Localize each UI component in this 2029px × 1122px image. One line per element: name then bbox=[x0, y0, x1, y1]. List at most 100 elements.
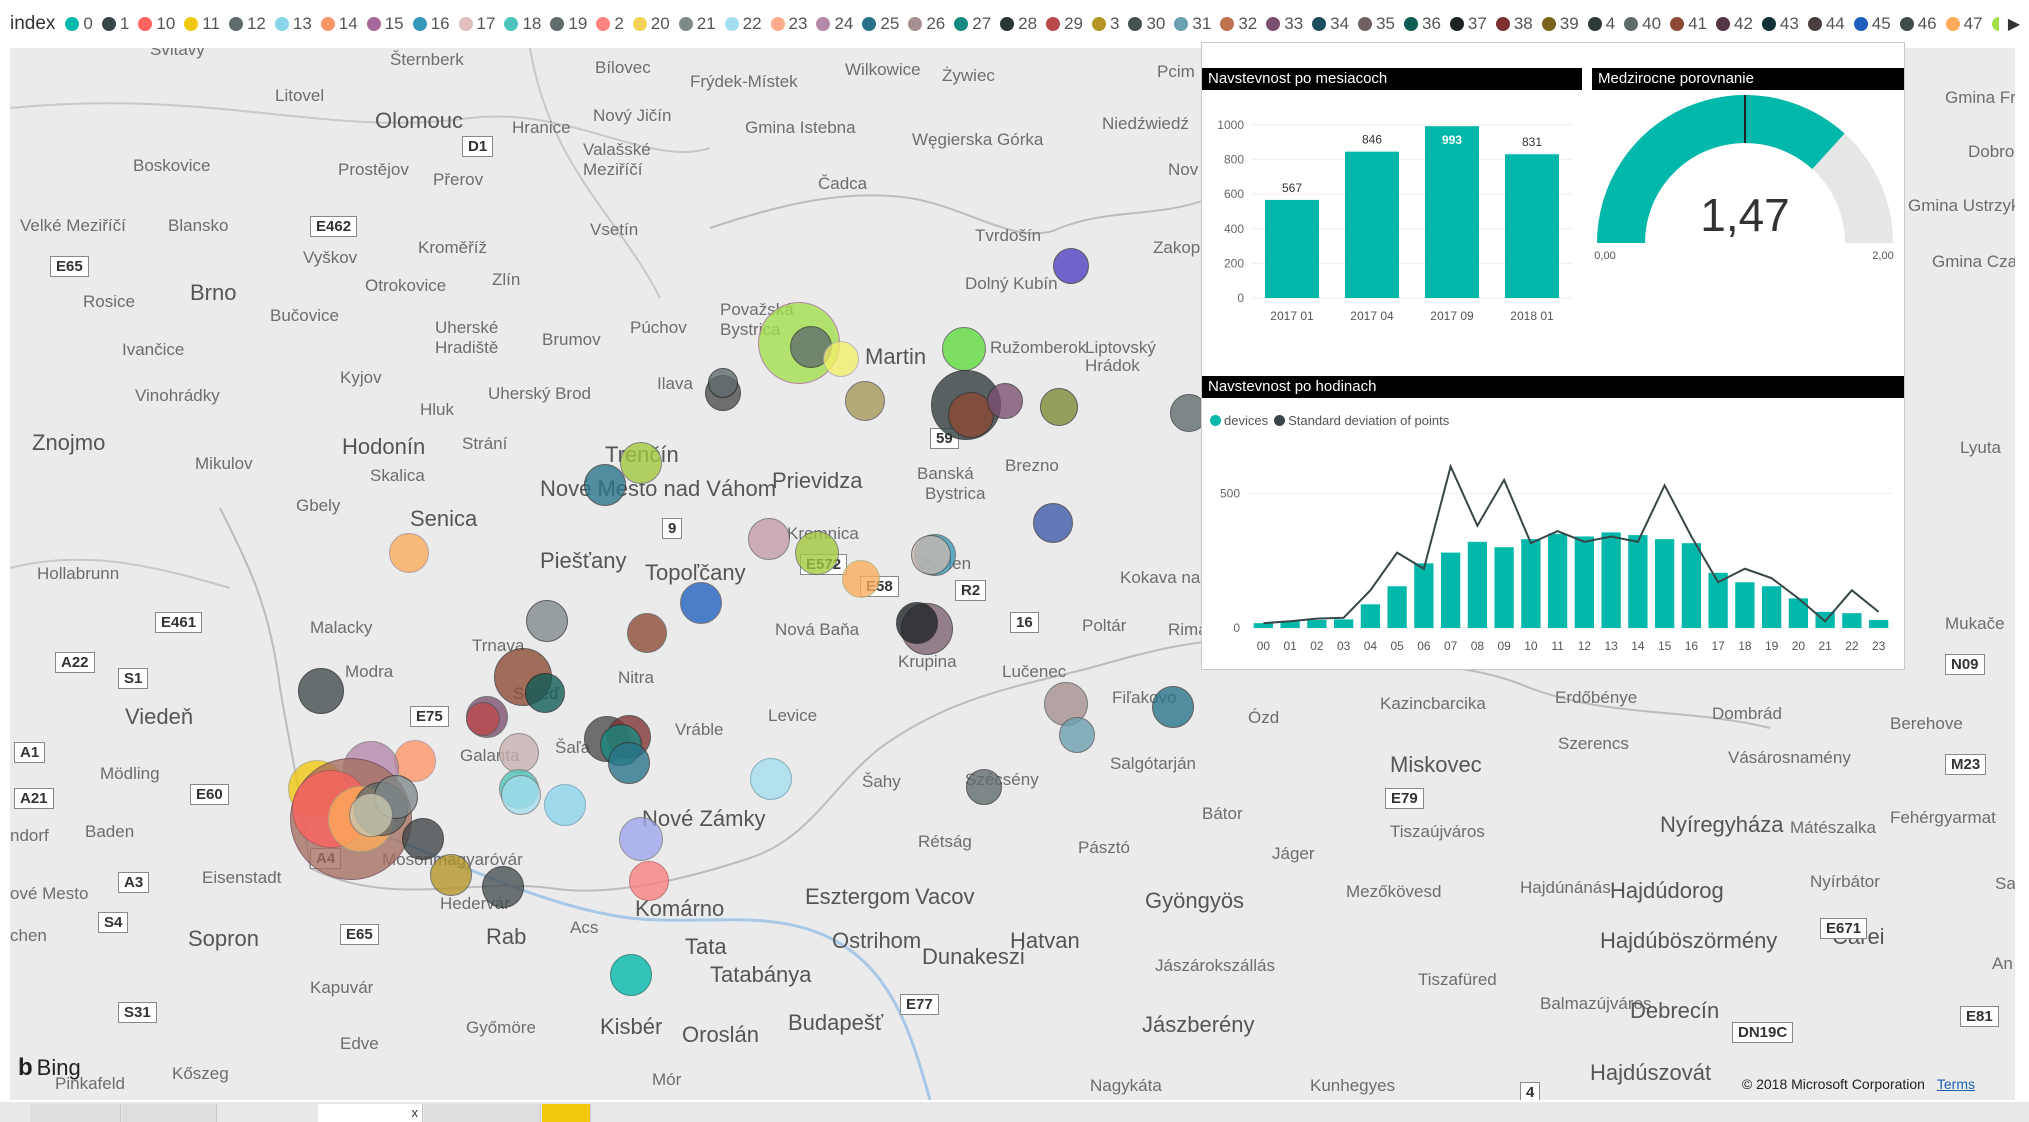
bar[interactable] bbox=[1547, 533, 1568, 628]
map-bubble[interactable] bbox=[610, 954, 652, 996]
legend-item[interactable]: 18 bbox=[504, 14, 541, 34]
legend-item[interactable]: 10 bbox=[138, 14, 175, 34]
bar[interactable] bbox=[1788, 598, 1809, 628]
map-bubble[interactable] bbox=[349, 793, 393, 837]
map-bubble[interactable] bbox=[748, 518, 790, 560]
bar[interactable] bbox=[1360, 604, 1381, 628]
legend-item[interactable]: 27 bbox=[954, 14, 991, 34]
map-bubble[interactable] bbox=[1040, 388, 1078, 426]
map-bubble[interactable] bbox=[1053, 248, 1089, 284]
bar[interactable] bbox=[1440, 552, 1461, 628]
bar[interactable] bbox=[1868, 619, 1889, 628]
legend-item[interactable]: 34 bbox=[1312, 14, 1349, 34]
monthly-bar-chart[interactable]: 0 200 400 600 800 1000 567 2017 01 846 2017 04 993… bbox=[1202, 93, 1582, 383]
legend-item[interactable]: 16 bbox=[412, 14, 450, 34]
legend-item[interactable]: 44 bbox=[1807, 14, 1845, 34]
legend-item[interactable]: 21 bbox=[678, 14, 716, 34]
legend-item[interactable]: 19 bbox=[550, 14, 587, 34]
legend-item[interactable]: 4 bbox=[1587, 14, 1615, 34]
map-bubble[interactable] bbox=[619, 817, 663, 861]
map-bubble[interactable] bbox=[526, 600, 568, 642]
map-bubble[interactable] bbox=[584, 464, 626, 506]
bar[interactable] bbox=[1494, 547, 1514, 628]
map-bubble[interactable] bbox=[795, 531, 839, 575]
std-deviation-line[interactable] bbox=[1263, 463, 1880, 625]
map-bubble[interactable] bbox=[620, 442, 662, 484]
tab-close-icon[interactable]: x bbox=[411, 1105, 419, 1120]
map-bubble[interactable] bbox=[544, 784, 586, 826]
map-bubble[interactable] bbox=[608, 742, 650, 784]
bar[interactable] bbox=[1628, 535, 1648, 628]
legend-item[interactable]: 47 bbox=[1945, 14, 1983, 34]
legend-item[interactable]: 14 bbox=[320, 14, 358, 34]
legend-item[interactable]: 35 bbox=[1358, 14, 1395, 34]
map-bubble[interactable] bbox=[1152, 686, 1194, 728]
bar[interactable] bbox=[1280, 621, 1300, 628]
bar[interactable] bbox=[1574, 536, 1595, 628]
map-bubble[interactable] bbox=[482, 866, 524, 908]
bar[interactable] bbox=[1601, 532, 1621, 628]
bar[interactable] bbox=[1253, 623, 1274, 628]
legend-item[interactable]: 3 bbox=[1092, 14, 1119, 34]
legend-item[interactable]: 13 bbox=[274, 14, 312, 34]
map-bubble[interactable] bbox=[845, 381, 885, 421]
legend-item[interactable]: 24 bbox=[816, 14, 853, 34]
bar[interactable] bbox=[1654, 539, 1675, 628]
bar[interactable] bbox=[1467, 541, 1488, 628]
legend-item[interactable]: 26 bbox=[908, 14, 945, 34]
bar[interactable] bbox=[1505, 154, 1559, 298]
legend-item[interactable]: 45 bbox=[1853, 14, 1891, 34]
legend-item[interactable]: 23 bbox=[770, 14, 807, 34]
bar[interactable] bbox=[1761, 586, 1782, 628]
legend-item[interactable]: 20 bbox=[632, 14, 670, 34]
map-bubble[interactable] bbox=[389, 533, 429, 573]
bar[interactable] bbox=[1735, 582, 1755, 628]
legend-item[interactable]: 0 bbox=[65, 14, 93, 34]
bar[interactable] bbox=[1681, 543, 1702, 628]
bar[interactable] bbox=[1333, 619, 1354, 628]
legend-item[interactable]: 43 bbox=[1761, 14, 1799, 34]
bar[interactable] bbox=[1387, 586, 1407, 628]
legend-item[interactable]: 15 bbox=[366, 14, 404, 34]
tab-1[interactable] bbox=[30, 1104, 121, 1122]
legend-item[interactable]: 25 bbox=[862, 14, 899, 34]
map-bubble[interactable] bbox=[966, 769, 1002, 805]
bar[interactable] bbox=[1265, 199, 1319, 298]
map-bubble[interactable] bbox=[466, 702, 500, 736]
legend-item[interactable]: 22 bbox=[724, 14, 762, 34]
map-bubble[interactable] bbox=[987, 383, 1023, 419]
map-bubble[interactable] bbox=[402, 818, 444, 860]
terms-link[interactable]: Terms bbox=[1936, 1076, 1975, 1092]
map-bubble[interactable] bbox=[629, 861, 669, 901]
map-bubble[interactable] bbox=[911, 535, 951, 575]
hourly-combo-chart[interactable]: 0 500 00 01 02 03 04 05 06 07 08 09 10 11 12 13 14 15 16 17… bbox=[1202, 433, 1904, 663]
tab-4[interactable] bbox=[424, 1104, 541, 1122]
legend-item[interactable]: 37 bbox=[1449, 14, 1487, 34]
legend-item[interactable]: 1 bbox=[101, 14, 129, 34]
legend-next-arrow-icon[interactable]: ▶ bbox=[2007, 16, 2021, 33]
tab-active[interactable]: x bbox=[318, 1104, 423, 1122]
bar[interactable] bbox=[1708, 572, 1728, 628]
legend-item[interactable]: 2 bbox=[596, 14, 624, 34]
map-bubble[interactable] bbox=[750, 758, 792, 800]
map-bubble[interactable] bbox=[627, 613, 667, 653]
map-bubble[interactable] bbox=[708, 368, 738, 398]
legend-item[interactable]: 46 bbox=[1899, 14, 1937, 34]
legend-item[interactable]: 28 bbox=[1000, 14, 1037, 34]
legend-item[interactable]: 17 bbox=[458, 14, 495, 34]
legend-item[interactable]: 30 bbox=[1128, 14, 1165, 34]
map-bubble[interactable] bbox=[501, 775, 541, 815]
legend-item[interactable]: 32 bbox=[1220, 14, 1257, 34]
bar[interactable] bbox=[1521, 539, 1541, 628]
map-bubble[interactable] bbox=[298, 668, 344, 714]
legend-item[interactable]: 42 bbox=[1716, 14, 1753, 34]
legend-item[interactable]: 41 bbox=[1670, 14, 1707, 34]
legend-item[interactable]: 33 bbox=[1266, 14, 1303, 34]
bar[interactable] bbox=[1425, 126, 1479, 298]
legend-item[interactable]: 38 bbox=[1495, 14, 1533, 34]
legend-item[interactable]: 29 bbox=[1046, 14, 1083, 34]
map-bubble[interactable] bbox=[680, 582, 722, 624]
bar[interactable] bbox=[1414, 563, 1434, 628]
map-bubble[interactable] bbox=[430, 854, 472, 896]
legend-item[interactable]: 40 bbox=[1624, 14, 1661, 34]
